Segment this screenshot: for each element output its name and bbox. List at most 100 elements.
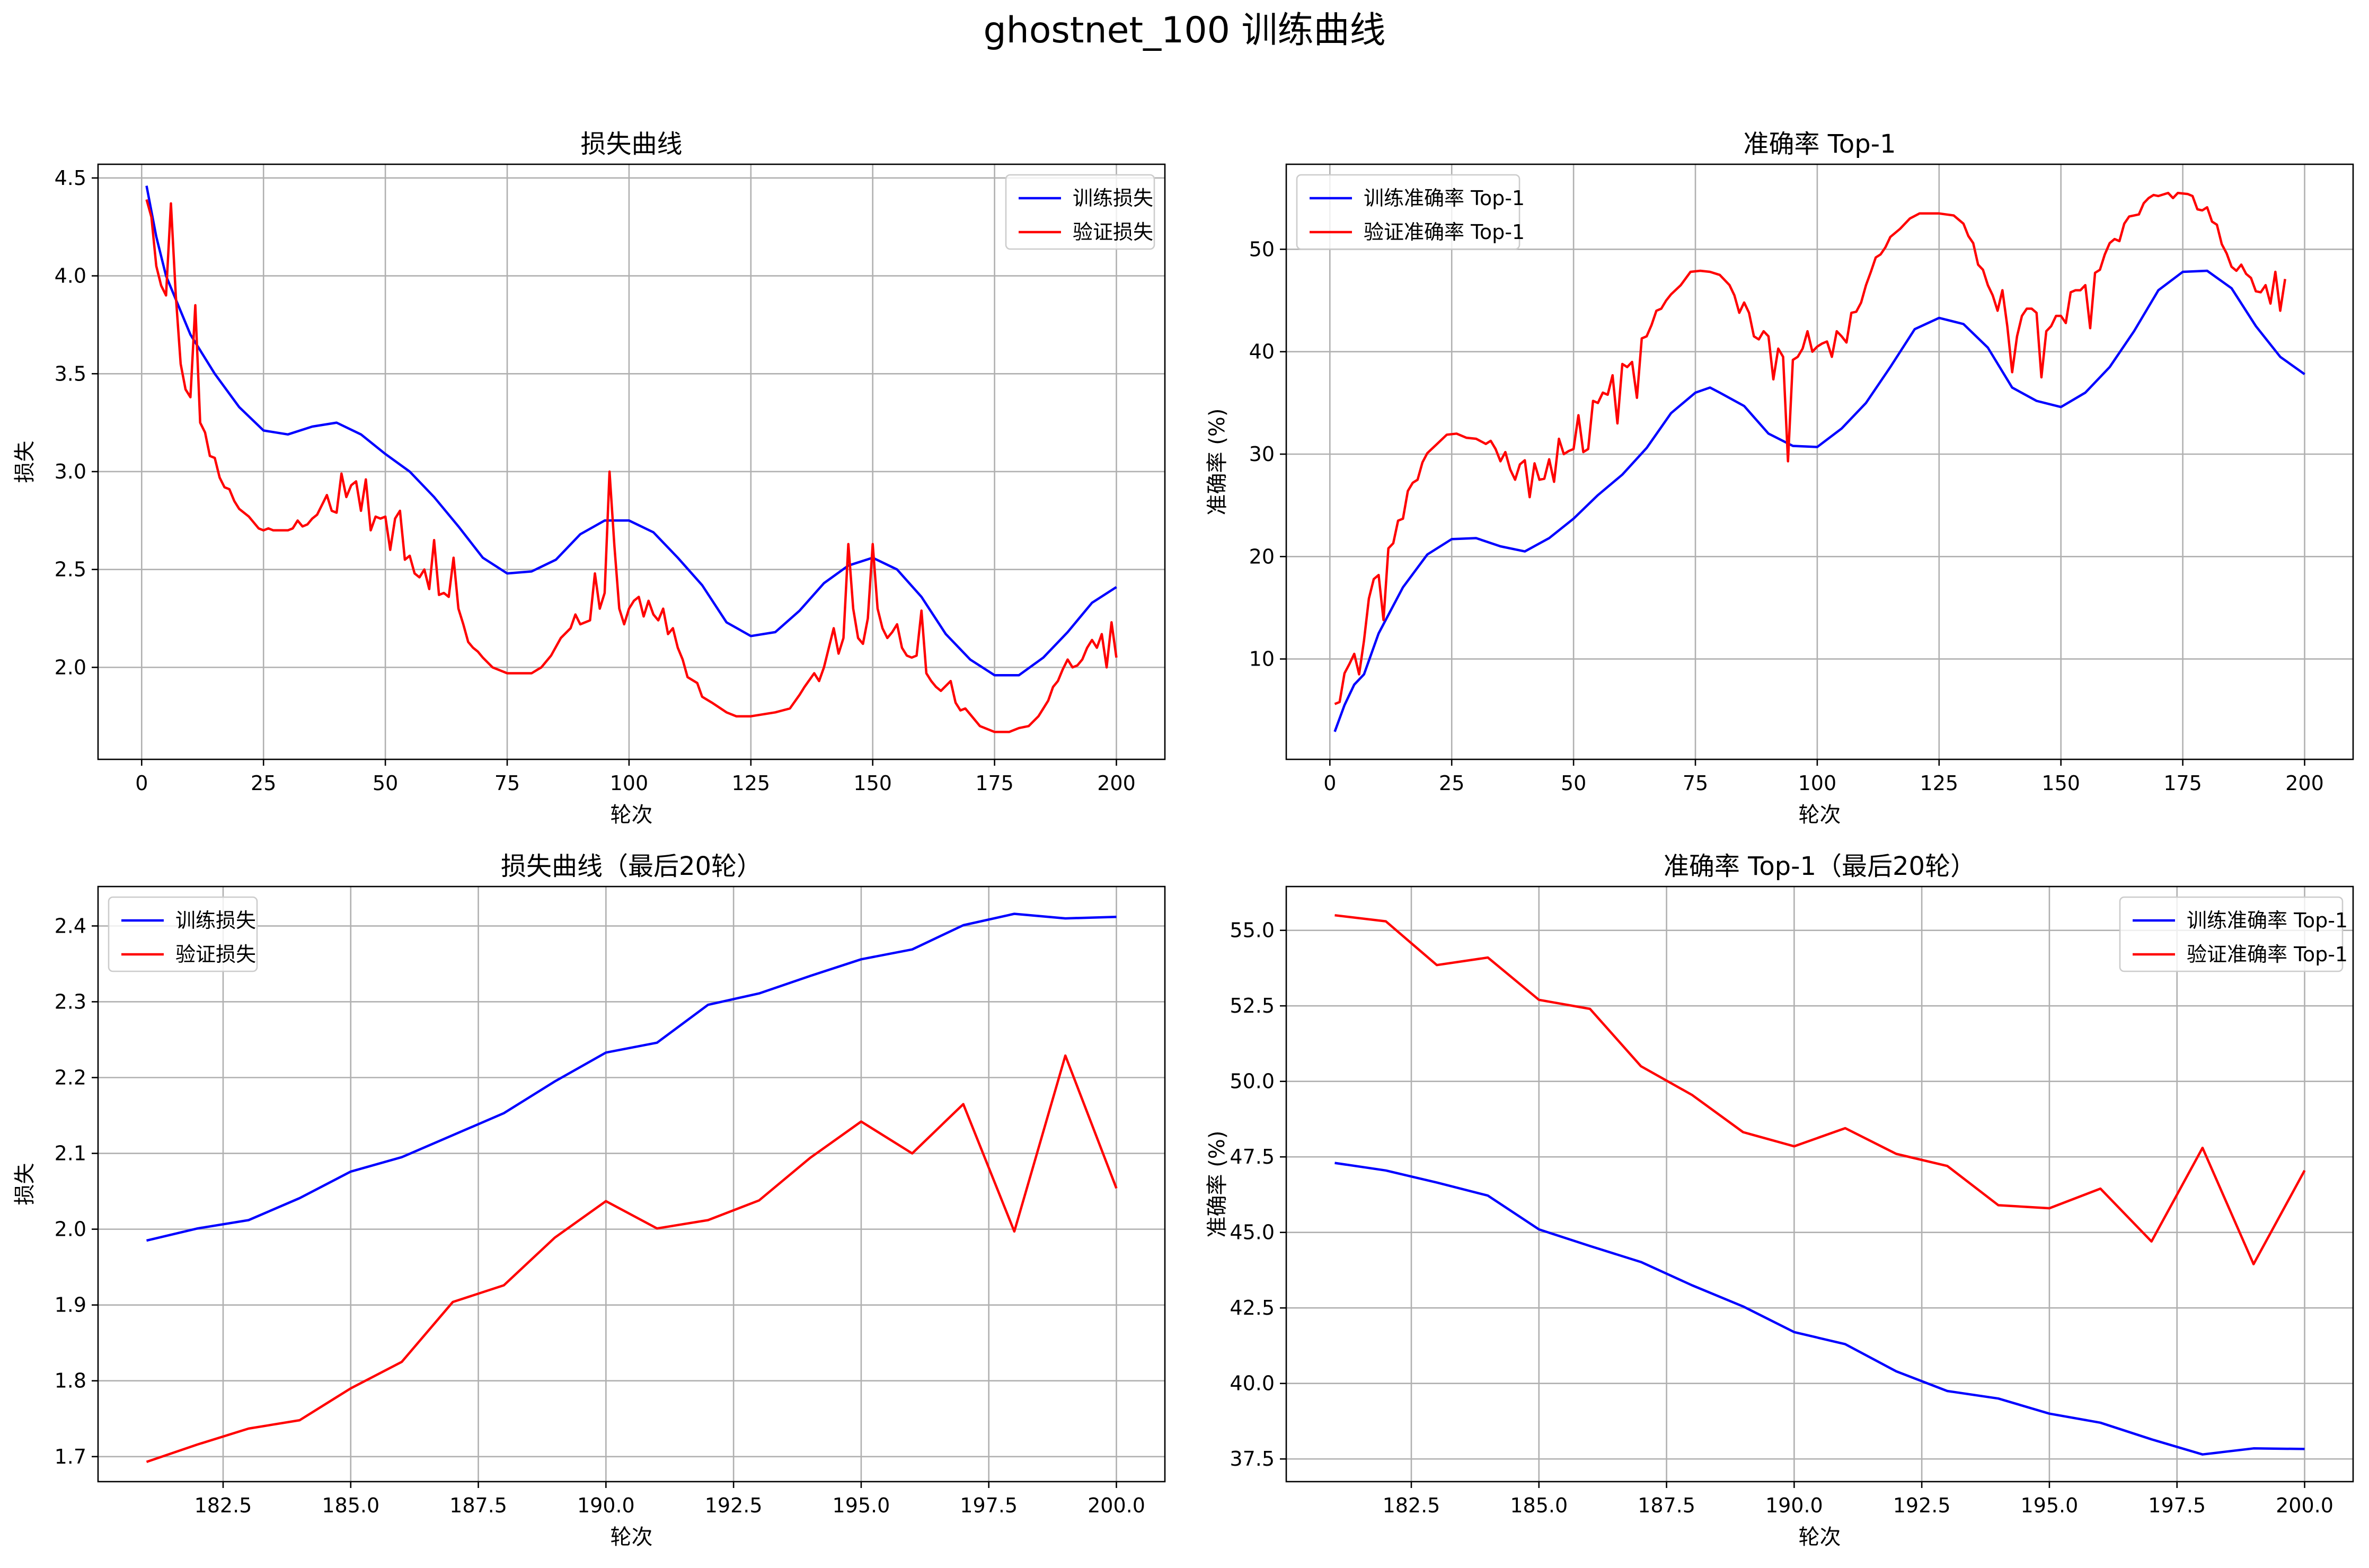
x-tick-label: 100 [1798, 772, 1837, 795]
x-tick-label: 197.5 [2148, 1494, 2206, 1517]
chart-title: 准确率 Top-1（最后20轮） [1664, 852, 1976, 881]
legend-label: 验证准确率 Top-1 [1364, 220, 1525, 244]
legend-box [1005, 174, 1155, 250]
y-tick-label: 1.8 [55, 1369, 86, 1393]
legend-label: 训练准确率 Top-1 [2187, 909, 2348, 932]
figure-suptitle: ghostnet_100 训练曲线 [984, 10, 1386, 51]
x-tick-label: 75 [1683, 772, 1708, 795]
x-tick-label: 0 [1323, 772, 1336, 795]
x-tick-label: 200.0 [2276, 1494, 2333, 1517]
x-tick-label: 197.5 [960, 1494, 1018, 1517]
x-tick-label: 192.5 [1893, 1494, 1951, 1517]
y-tick-label: 2.0 [55, 655, 86, 679]
series-line-train [1334, 1162, 2305, 1456]
x-tick-label: 50 [1561, 772, 1586, 795]
chart-title: 损失曲线（最后20轮） [501, 852, 762, 881]
chart-title: 准确率 Top-1 [1743, 129, 1896, 159]
y-tick-label: 52.5 [1230, 994, 1275, 1017]
chart-acc: 0 25 50 75 100 125 150 175 200 10 20 30 40 50 准确率 Top-… [1205, 129, 2354, 827]
chart-loss: 0 25 50 75 100 125 150 175 200 2.0 2.5 3.0 3.5 4.0 4.5… [13, 129, 1166, 827]
y-tick-label: 4.0 [55, 264, 86, 288]
x-tick-label: 182.5 [195, 1494, 252, 1517]
y-tick-label: 40 [1249, 340, 1275, 364]
legend-box [2119, 896, 2344, 972]
legend-label: 验证损失 [1073, 220, 1153, 244]
x-tick-label: 50 [373, 772, 398, 795]
y-tick-label: 50 [1249, 237, 1275, 261]
y-axis-label: 损失 [13, 1163, 37, 1206]
x-axis-label: 轮次 [611, 803, 653, 827]
x-axis-label: 轮次 [1799, 1525, 1841, 1549]
series-line-val [1334, 191, 2286, 705]
y-tick-label: 4.5 [55, 166, 86, 190]
x-tick-label: 25 [251, 772, 276, 795]
x-tick-label: 100 [610, 772, 649, 795]
y-tick-label: 47.5 [1230, 1145, 1275, 1168]
axes-frame [1285, 163, 2354, 760]
x-tick-label: 195.0 [2021, 1494, 2079, 1517]
chart-acc-last20: 182.5 185.0 187.5 190.0 192.5 195.0 197.5 200.0… [1205, 852, 2354, 1549]
y-tick-label: 3.5 [55, 362, 86, 385]
legend-label: 训练损失 [175, 909, 256, 932]
legend: 训练准确率 Top-1 验证准确率 Top-1 [1296, 174, 1525, 250]
x-tick-label: 200.0 [1088, 1494, 1145, 1517]
series-line-val [146, 1054, 1118, 1463]
series-line-train [146, 913, 1117, 1242]
y-axis-label: 准确率 (%) [1205, 409, 1230, 516]
chart-loss-last20: 182.5 185.0 187.5 190.0 192.5 195.0 197.5 200.0… [13, 852, 1166, 1549]
x-tick-label: 190.0 [1765, 1494, 1823, 1517]
x-tick-label: 185.0 [322, 1494, 379, 1517]
y-tick-label: 2.5 [55, 558, 86, 581]
x-tick-label: 175 [2163, 772, 2202, 795]
x-tick-label: 190.0 [577, 1494, 635, 1517]
y-tick-label: 1.9 [55, 1294, 86, 1317]
x-axis-label: 轮次 [611, 1525, 653, 1549]
series-line-train [145, 185, 1117, 677]
axes-frame [97, 885, 1166, 1483]
legend-label: 验证损失 [175, 943, 256, 966]
x-tick-label: 75 [494, 772, 520, 795]
x-tick-label: 0 [135, 772, 148, 795]
y-tick-label: 20 [1249, 545, 1275, 568]
y-tick-label: 37.5 [1230, 1447, 1275, 1470]
x-tick-label: 192.5 [705, 1494, 763, 1517]
axes-frame [1285, 885, 2354, 1483]
x-axis-label: 轮次 [1799, 803, 1841, 827]
y-tick-label: 2.2 [55, 1066, 86, 1089]
x-tick-label: 175 [975, 772, 1014, 795]
y-tick-label: 42.5 [1230, 1296, 1275, 1319]
x-tick-label: 187.5 [1638, 1494, 1695, 1517]
y-tick-label: 45.0 [1230, 1221, 1275, 1244]
y-tick-label: 30 [1249, 442, 1275, 466]
series-line-train [1333, 269, 2305, 732]
x-tick-label: 200 [2285, 772, 2324, 795]
y-tick-label: 10 [1249, 648, 1275, 671]
y-tick-label: 55.0 [1230, 919, 1275, 942]
y-tick-label: 50.0 [1230, 1070, 1275, 1093]
y-tick-label: 3.0 [55, 460, 86, 483]
x-tick-label: 182.5 [1383, 1494, 1440, 1517]
x-tick-label: 185.0 [1510, 1494, 1568, 1517]
y-tick-label: 2.3 [55, 990, 86, 1013]
series-line-val [145, 199, 1118, 733]
legend: 训练准确率 Top-1 验证准确率 Top-1 [2119, 896, 2348, 972]
y-tick-label: 2.0 [55, 1218, 86, 1241]
legend-label: 训练准确率 Top-1 [1364, 187, 1525, 210]
y-tick-label: 40.0 [1230, 1372, 1275, 1395]
x-tick-label: 150 [2041, 772, 2080, 795]
y-axis-label: 准确率 (%) [1205, 1131, 1230, 1238]
chart-title: 损失曲线 [580, 129, 682, 159]
x-tick-label: 195.0 [833, 1494, 890, 1517]
y-tick-label: 2.1 [55, 1142, 86, 1165]
legend-label: 验证准确率 Top-1 [2187, 943, 2348, 966]
y-tick-label: 1.7 [55, 1445, 86, 1468]
x-tick-label: 25 [1439, 772, 1464, 795]
x-tick-label: 150 [853, 772, 892, 795]
x-tick-label: 187.5 [449, 1494, 507, 1517]
series-line-val [1334, 914, 2306, 1265]
x-tick-label: 125 [732, 772, 771, 795]
